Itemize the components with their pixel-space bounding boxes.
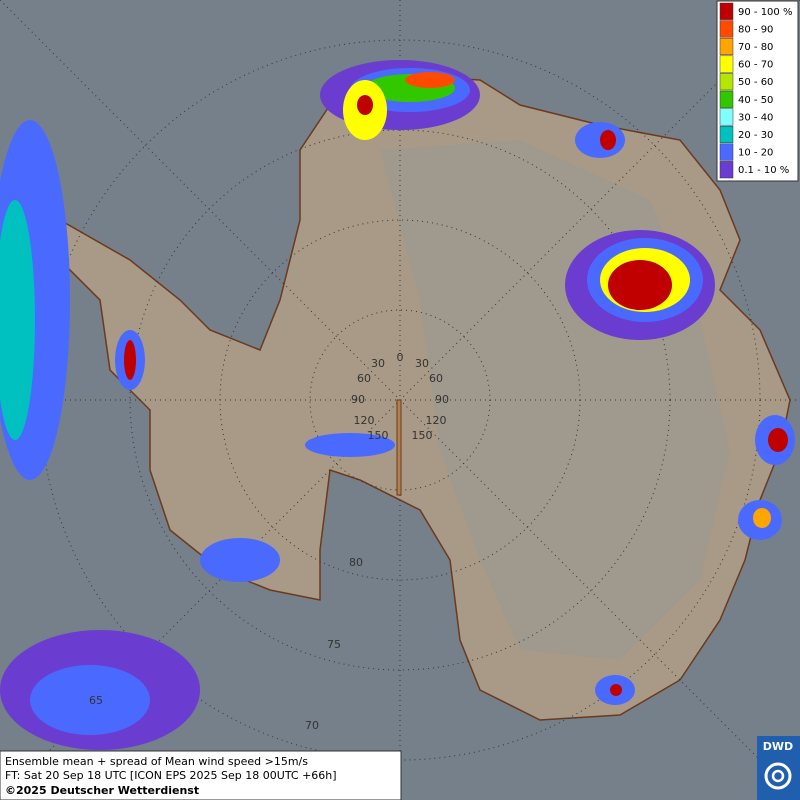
footer-text: FT: Sat 20 Sep 18 UTC [ICON EPS 2025 Sep… (5, 769, 337, 782)
legend-label: 90 - 100 % (738, 7, 792, 18)
latitude-label: 80 (349, 556, 363, 569)
longitude-label: 60 (357, 372, 371, 385)
pole-marker (396, 399, 402, 496)
legend-swatch (719, 90, 734, 108)
footer-box (0, 750, 402, 800)
legend-label: 50 - 60 (738, 77, 773, 88)
legend-swatch (719, 37, 734, 56)
logo-icon (764, 762, 792, 790)
footer: Ensemble mean + spread of Mean wind spee… (0, 750, 402, 800)
graticule-labels: 0 30 30 60 60 90 90 120 120 150 150 80 7… (89, 351, 449, 732)
legend-swatch (719, 161, 734, 179)
logo: DWD (757, 736, 800, 800)
legend-swatch (719, 2, 734, 20)
longitude-label: 30 (371, 357, 385, 370)
footer-text: ©2025 Deutscher Wetterdienst (5, 784, 199, 797)
legend-label: 80 - 90 (738, 24, 773, 35)
legend-swatch (719, 73, 734, 91)
legend-label: 10 - 20 (738, 148, 773, 159)
longitude-label: 120 (354, 414, 375, 427)
wind-areas (0, 60, 795, 750)
legend-swatch (719, 20, 734, 38)
legend-swatch (719, 55, 734, 73)
legend-label: 60 - 70 (738, 60, 773, 71)
longitude-label: 150 (368, 429, 389, 442)
longitude-label: 30 (415, 357, 429, 370)
longitude-label: 120 (426, 414, 447, 427)
longitude-label: 90 (351, 393, 365, 406)
legend-label: 20 - 30 (738, 130, 773, 141)
legend-swatch (719, 108, 734, 126)
legend-label: 40 - 50 (738, 95, 773, 106)
footer-text: Ensemble mean + spread of Mean wind spee… (5, 755, 308, 768)
longitude-label: 90 (435, 393, 449, 406)
latitude-label: 65 (89, 694, 103, 707)
longitude-label: 60 (429, 372, 443, 385)
legend: 90 - 100 % 80 - 90 70 - 80 60 - 70 50 - 60 40… (716, 0, 799, 182)
legend-label: 0.1 - 10 % (738, 165, 789, 176)
latitude-label: 75 (327, 638, 341, 651)
longitude-label: 150 (412, 429, 433, 442)
logo-text: DWD (763, 740, 793, 753)
legend-swatch (719, 143, 734, 161)
logo-icon (771, 769, 785, 783)
legend-swatch (719, 125, 734, 144)
legend-label: 30 - 40 (738, 112, 773, 123)
longitude-label: 0 (397, 351, 404, 364)
legend-label: 70 - 80 (738, 42, 773, 53)
latitude-label: 70 (305, 719, 319, 732)
